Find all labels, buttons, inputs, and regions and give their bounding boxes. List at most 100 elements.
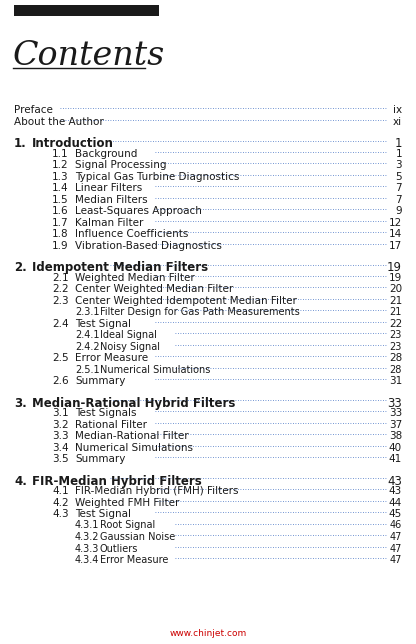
Text: Least-Squares Approach: Least-Squares Approach bbox=[75, 206, 202, 216]
Text: FIR-Median Hybrid Filters: FIR-Median Hybrid Filters bbox=[32, 475, 202, 488]
Text: 2.3.1: 2.3.1 bbox=[75, 307, 99, 317]
Text: 2.3: 2.3 bbox=[52, 296, 69, 305]
Text: Signal Processing: Signal Processing bbox=[75, 160, 166, 170]
Text: 1: 1 bbox=[394, 137, 402, 150]
Text: Introduction: Introduction bbox=[32, 137, 114, 150]
Text: Vibration-Based Diagnostics: Vibration-Based Diagnostics bbox=[75, 240, 222, 251]
Text: 4.3.1: 4.3.1 bbox=[75, 520, 99, 531]
Text: Summary: Summary bbox=[75, 454, 125, 464]
Text: Root Signal: Root Signal bbox=[100, 520, 155, 531]
Text: 21: 21 bbox=[390, 307, 402, 317]
Text: 19: 19 bbox=[387, 261, 402, 274]
Text: Median Filters: Median Filters bbox=[75, 194, 148, 205]
Text: 4.3.3: 4.3.3 bbox=[75, 544, 99, 553]
Text: 1.1: 1.1 bbox=[52, 149, 69, 158]
Text: 47: 47 bbox=[390, 532, 402, 542]
Text: 47: 47 bbox=[390, 544, 402, 553]
Text: 19: 19 bbox=[389, 272, 402, 283]
Text: 3.4: 3.4 bbox=[52, 442, 69, 453]
Text: 9: 9 bbox=[395, 206, 402, 216]
Text: 1.9: 1.9 bbox=[52, 240, 69, 251]
Text: 28: 28 bbox=[389, 353, 402, 363]
Text: Influence Coefficients: Influence Coefficients bbox=[75, 229, 188, 239]
Text: 2.5: 2.5 bbox=[52, 353, 69, 363]
Text: Numerical Simulations: Numerical Simulations bbox=[100, 365, 210, 375]
Text: 1.3: 1.3 bbox=[52, 171, 69, 182]
Text: 2.: 2. bbox=[14, 261, 27, 274]
Text: 12: 12 bbox=[389, 218, 402, 227]
Text: Noisy Signal: Noisy Signal bbox=[100, 341, 160, 352]
Text: 21: 21 bbox=[389, 296, 402, 305]
Text: 2.4.1: 2.4.1 bbox=[75, 330, 99, 340]
Text: 4.3.4: 4.3.4 bbox=[75, 555, 99, 565]
Text: Summary: Summary bbox=[75, 376, 125, 386]
Text: 22: 22 bbox=[389, 319, 402, 328]
Text: Outliers: Outliers bbox=[100, 544, 139, 553]
Text: 46: 46 bbox=[390, 520, 402, 531]
Text: Test Signal: Test Signal bbox=[75, 509, 131, 519]
Text: Median-Rational Filter: Median-Rational Filter bbox=[75, 431, 188, 441]
Text: 1.2: 1.2 bbox=[52, 160, 69, 170]
Text: 2.6: 2.6 bbox=[52, 376, 69, 386]
Text: Median-Rational Hybrid Filters: Median-Rational Hybrid Filters bbox=[32, 397, 235, 410]
Text: 4.3.2: 4.3.2 bbox=[75, 532, 99, 542]
Text: Center Weighted Median Filter: Center Weighted Median Filter bbox=[75, 284, 233, 294]
Text: Kalman Filter: Kalman Filter bbox=[75, 218, 144, 227]
Text: 44: 44 bbox=[389, 498, 402, 507]
Text: Preface: Preface bbox=[14, 105, 53, 115]
Text: 23: 23 bbox=[390, 341, 402, 352]
Text: 3.: 3. bbox=[14, 397, 27, 410]
Text: 3.2: 3.2 bbox=[52, 419, 69, 430]
Text: 47: 47 bbox=[390, 555, 402, 565]
Text: Gaussian Noise: Gaussian Noise bbox=[100, 532, 175, 542]
Text: Idempotent Median Filters: Idempotent Median Filters bbox=[32, 261, 208, 274]
Text: 2.4: 2.4 bbox=[52, 319, 69, 328]
Text: 1: 1 bbox=[395, 149, 402, 158]
Text: 2.2: 2.2 bbox=[52, 284, 69, 294]
Text: 1.8: 1.8 bbox=[52, 229, 69, 239]
Text: Rational Filter: Rational Filter bbox=[75, 419, 147, 430]
Text: 45: 45 bbox=[389, 509, 402, 519]
Text: 43: 43 bbox=[387, 475, 402, 488]
Bar bbox=[14, 5, 159, 16]
Text: Ideal Signal: Ideal Signal bbox=[100, 330, 157, 340]
Text: Error Measure: Error Measure bbox=[100, 555, 168, 565]
Text: 14: 14 bbox=[389, 229, 402, 239]
Text: 20: 20 bbox=[389, 284, 402, 294]
Text: 31: 31 bbox=[389, 376, 402, 386]
Text: 3.3: 3.3 bbox=[52, 431, 69, 441]
Text: 3.1: 3.1 bbox=[52, 408, 69, 418]
Text: Center Weighted Idempotent Median Filter: Center Weighted Idempotent Median Filter bbox=[75, 296, 297, 305]
Text: 2.1: 2.1 bbox=[52, 272, 69, 283]
Text: 41: 41 bbox=[389, 454, 402, 464]
Text: Test Signal: Test Signal bbox=[75, 319, 131, 328]
Text: Linear Filters: Linear Filters bbox=[75, 183, 142, 193]
Text: Test Signals: Test Signals bbox=[75, 408, 136, 418]
Text: 4.3: 4.3 bbox=[52, 509, 69, 519]
Text: 43: 43 bbox=[389, 486, 402, 496]
Text: 33: 33 bbox=[387, 397, 402, 410]
Text: Typical Gas Turbine Diagnostics: Typical Gas Turbine Diagnostics bbox=[75, 171, 239, 182]
Text: 17: 17 bbox=[389, 240, 402, 251]
Text: 5: 5 bbox=[395, 171, 402, 182]
Text: 40: 40 bbox=[389, 442, 402, 453]
Text: Background: Background bbox=[75, 149, 137, 158]
Text: 2.4.2: 2.4.2 bbox=[75, 341, 99, 352]
Text: Filter Design for Gas Path Measurements: Filter Design for Gas Path Measurements bbox=[100, 307, 300, 317]
Text: ix: ix bbox=[393, 105, 402, 115]
Text: 7: 7 bbox=[395, 183, 402, 193]
Text: www.chinjet.com: www.chinjet.com bbox=[169, 629, 247, 638]
Text: Weighted Median Filter: Weighted Median Filter bbox=[75, 272, 195, 283]
Text: 1.4: 1.4 bbox=[52, 183, 69, 193]
Text: 1.6: 1.6 bbox=[52, 206, 69, 216]
Text: 33: 33 bbox=[389, 408, 402, 418]
Text: 1.5: 1.5 bbox=[52, 194, 69, 205]
Text: 7: 7 bbox=[395, 194, 402, 205]
Text: 4.2: 4.2 bbox=[52, 498, 69, 507]
Text: 2.5.1: 2.5.1 bbox=[75, 365, 99, 375]
Text: Weighted FMH Filter: Weighted FMH Filter bbox=[75, 498, 179, 507]
Text: 4.1: 4.1 bbox=[52, 486, 69, 496]
Text: 1.7: 1.7 bbox=[52, 218, 69, 227]
Text: 28: 28 bbox=[390, 365, 402, 375]
Text: 38: 38 bbox=[389, 431, 402, 441]
